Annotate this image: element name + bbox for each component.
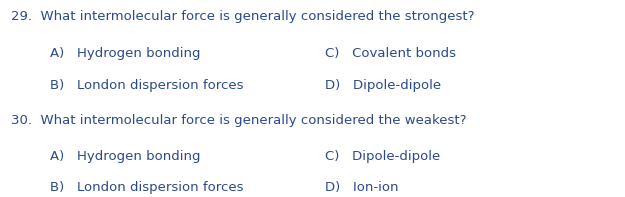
Text: D)   Ion-ion: D) Ion-ion	[325, 181, 399, 194]
Text: A)   Hydrogen bonding: A) Hydrogen bonding	[50, 47, 201, 60]
Text: A)   Hydrogen bonding: A) Hydrogen bonding	[50, 150, 201, 163]
Text: B)   London dispersion forces: B) London dispersion forces	[50, 79, 244, 92]
Text: 30.  What intermolecular force is generally considered the weakest?: 30. What intermolecular force is general…	[11, 114, 467, 127]
Text: 29.  What intermolecular force is generally considered the strongest?: 29. What intermolecular force is general…	[11, 10, 475, 23]
Text: C)   Covalent bonds: C) Covalent bonds	[325, 47, 456, 60]
Text: D)   Dipole-dipole: D) Dipole-dipole	[325, 79, 441, 92]
Text: B)   London dispersion forces: B) London dispersion forces	[50, 181, 244, 194]
Text: C)   Dipole-dipole: C) Dipole-dipole	[325, 150, 440, 163]
